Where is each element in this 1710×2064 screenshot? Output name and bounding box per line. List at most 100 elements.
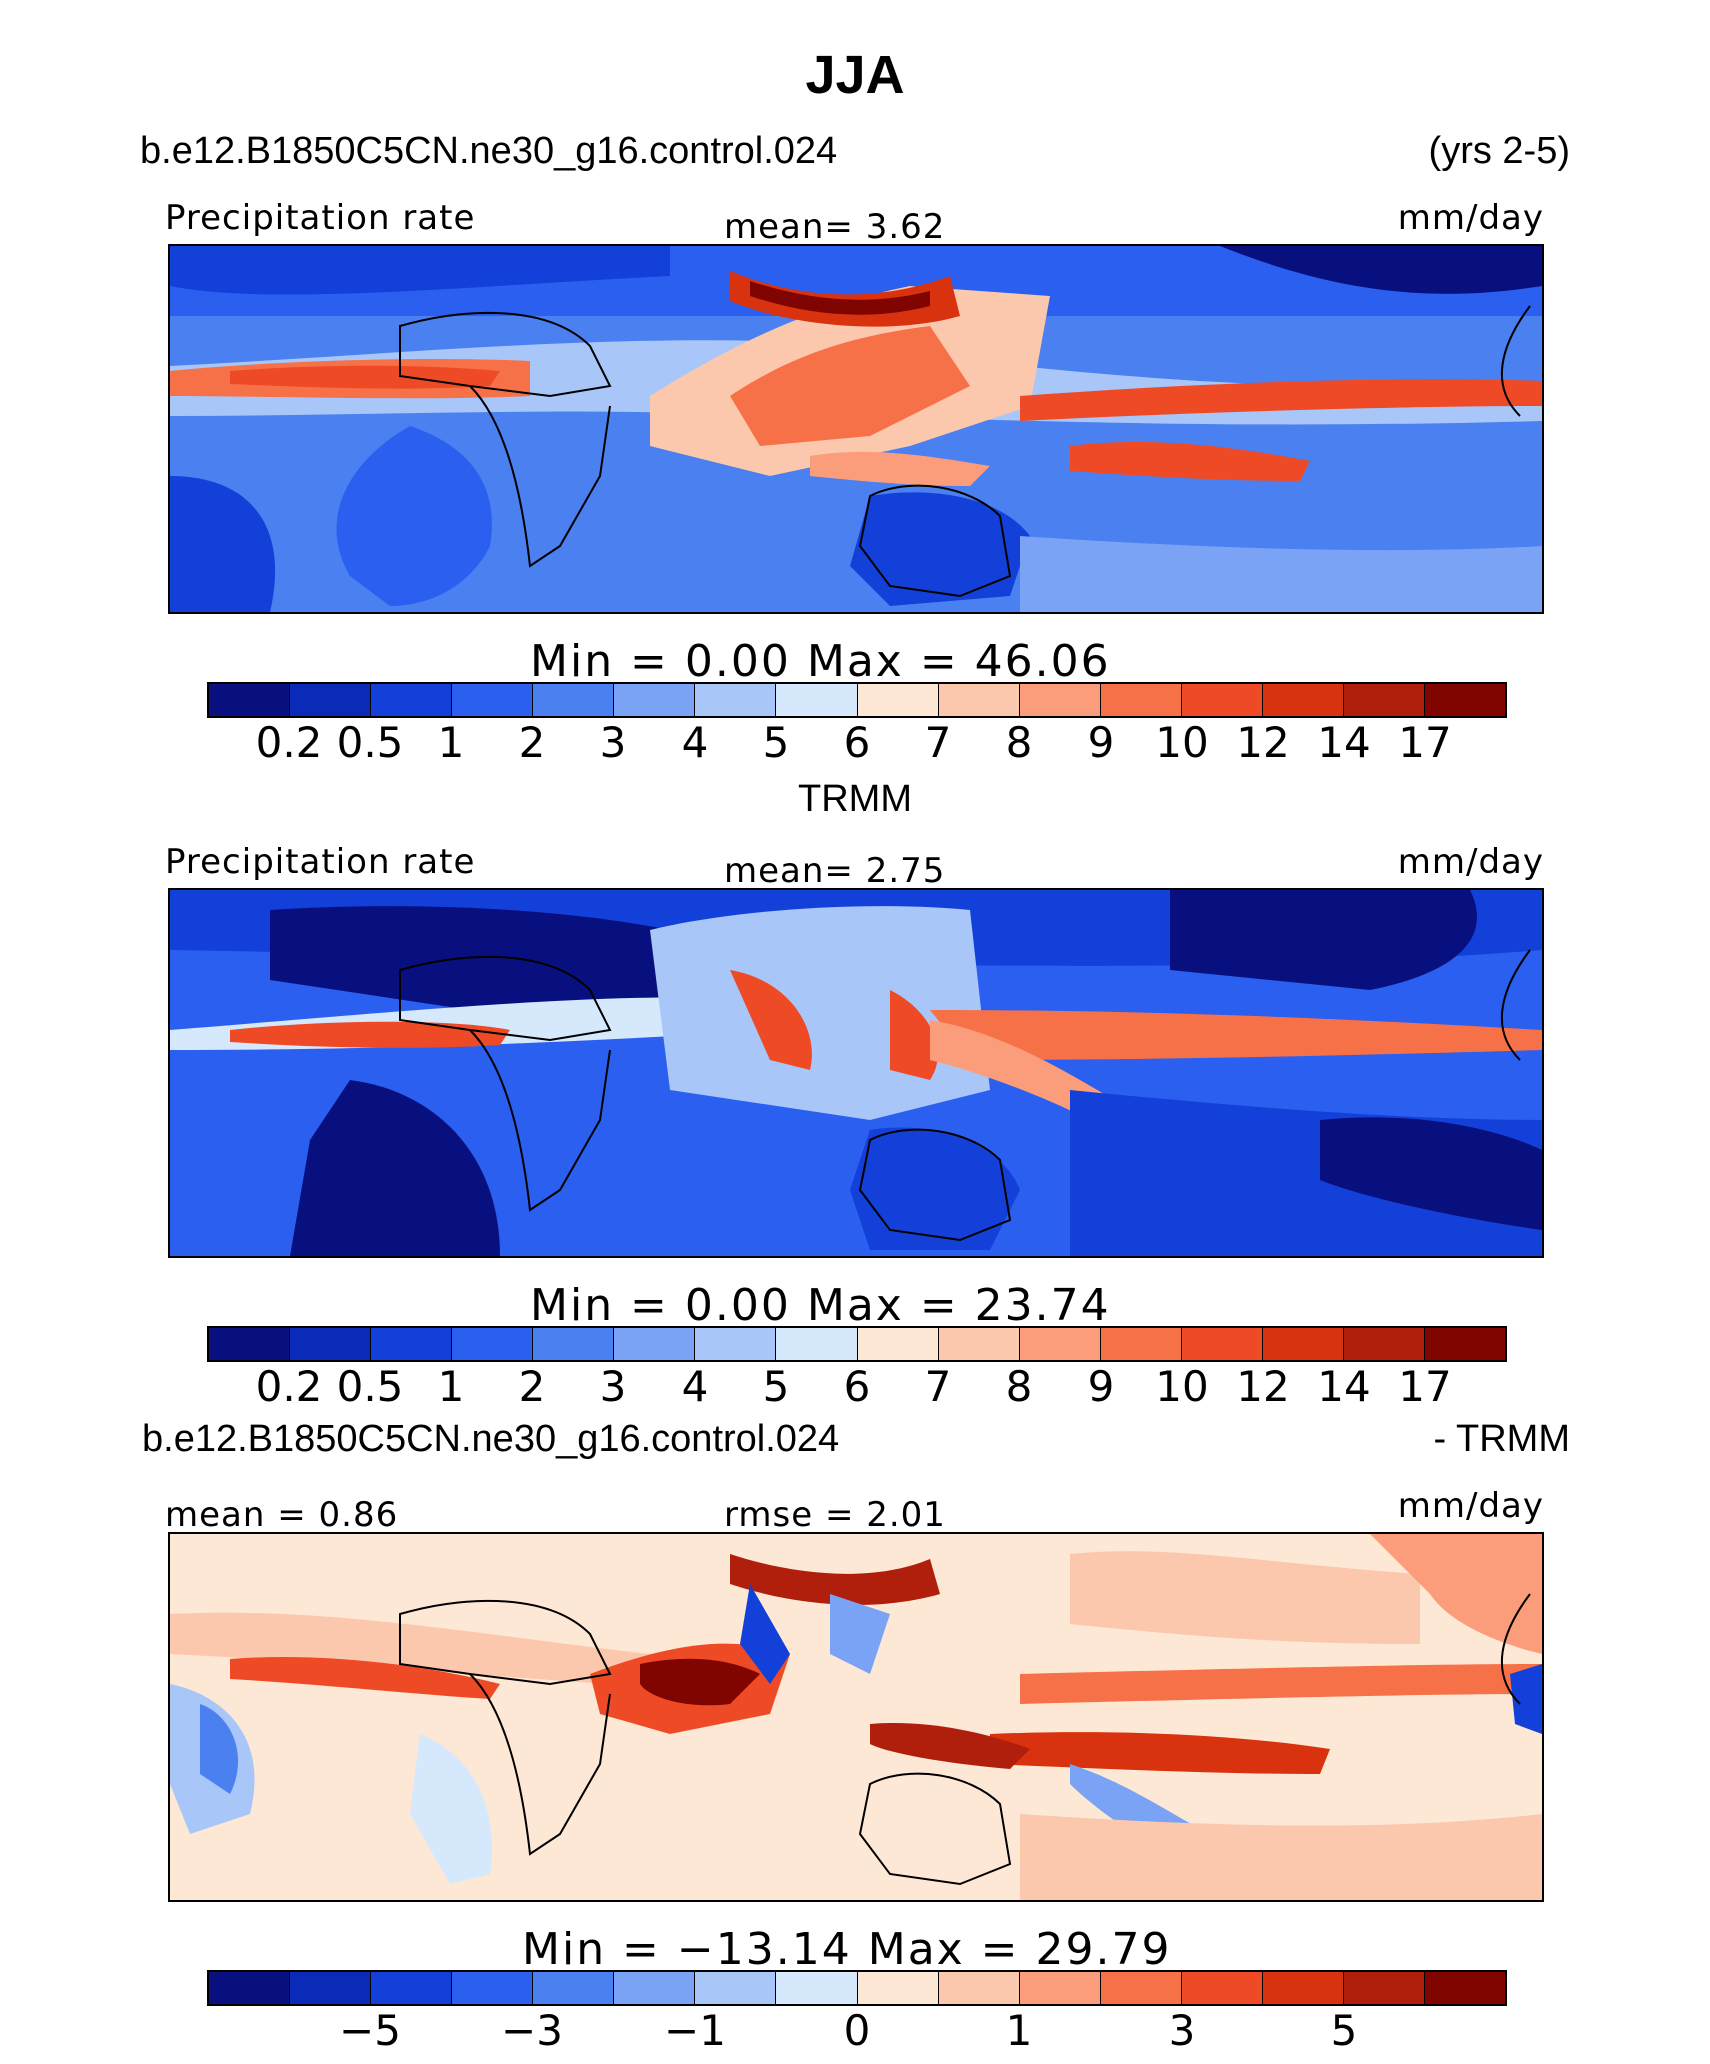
panel1-field <box>170 246 1542 612</box>
colorbar-box <box>1424 684 1505 716</box>
colorbar-tick: 3 <box>599 1362 627 1411</box>
panel1-colorbar <box>207 682 1507 718</box>
colorbar-tick: 1 <box>437 1362 465 1411</box>
panel2-field <box>170 890 1542 1256</box>
colorbar-tick: 0.2 <box>255 718 323 767</box>
panel2-minmax: Min = 0.00 Max = 23.74 <box>530 1280 1111 1331</box>
panel1-variable: Precipitation rate <box>165 198 476 238</box>
colorbar-box <box>209 1972 291 2004</box>
colorbar-tick: 7 <box>924 1362 952 1411</box>
colorbar-box <box>290 1328 372 1360</box>
colorbar-box <box>371 684 453 716</box>
colorbar-box <box>1343 1972 1425 2004</box>
colorbar-tick: 4 <box>681 1362 709 1411</box>
colorbar-box <box>533 1972 615 2004</box>
colorbar-box <box>209 684 291 716</box>
colorbar-tick: 17 <box>1398 1362 1452 1411</box>
colorbar-box <box>614 1328 696 1360</box>
colorbar-box <box>1343 684 1425 716</box>
colorbar-box <box>695 684 777 716</box>
colorbar-box <box>1100 1972 1182 2004</box>
colorbar-tick: −3 <box>501 2006 563 2055</box>
panel1-minmax: Min = 0.00 Max = 46.06 <box>530 636 1111 687</box>
colorbar-box <box>1019 1328 1101 1360</box>
panel2-map <box>168 888 1544 1258</box>
colorbar-box <box>857 1972 939 2004</box>
colorbar-box <box>1424 1972 1505 2004</box>
colorbar-tick: 1 <box>1005 2006 1033 2055</box>
colorbar-tick: 7 <box>924 718 952 767</box>
panel3-field <box>170 1534 1542 1900</box>
colorbar-box <box>452 684 534 716</box>
colorbar-box <box>452 1972 534 2004</box>
colorbar-tick: 6 <box>843 1362 871 1411</box>
colorbar-box <box>1262 684 1344 716</box>
colorbar-box <box>1181 684 1263 716</box>
colorbar-box <box>776 1328 858 1360</box>
panel1-units: mm/day <box>1397 198 1544 238</box>
colorbar-tick: 3 <box>599 718 627 767</box>
panel1-map <box>168 244 1544 614</box>
colorbar-tick: 2 <box>518 1362 546 1411</box>
colorbar-box <box>1181 1972 1263 2004</box>
colorbar-box <box>1181 1328 1263 1360</box>
colorbar-box <box>938 1328 1020 1360</box>
panel2-colorbar <box>207 1326 1507 1362</box>
colorbar-box <box>938 1972 1020 2004</box>
colorbar-tick: 5 <box>1330 2006 1358 2055</box>
colorbar-tick: 9 <box>1087 718 1115 767</box>
colorbar-box <box>857 1328 939 1360</box>
colorbar-tick: 0.2 <box>255 1362 323 1411</box>
panel1-mean: mean= 3.62 <box>724 207 946 247</box>
panel3-title-right: - TRMM <box>1433 1418 1571 1460</box>
colorbar-box <box>1100 1328 1182 1360</box>
colorbar-box <box>290 684 372 716</box>
colorbar-tick: 5 <box>762 1362 790 1411</box>
colorbar-box <box>533 1328 615 1360</box>
colorbar-tick: 10 <box>1155 1362 1209 1411</box>
panel3-map <box>168 1532 1544 1902</box>
colorbar-tick: 0.5 <box>336 718 404 767</box>
colorbar-tick: 12 <box>1236 718 1290 767</box>
colorbar-box <box>452 1328 534 1360</box>
colorbar-box <box>371 1972 453 2004</box>
panel2-variable: Precipitation rate <box>165 842 476 882</box>
colorbar-box <box>1100 684 1182 716</box>
colorbar-box <box>614 684 696 716</box>
colorbar-tick: −1 <box>664 2006 726 2055</box>
colorbar-box <box>1262 1328 1344 1360</box>
panel3-units: mm/day <box>1397 1486 1544 1526</box>
colorbar-box <box>1019 684 1101 716</box>
colorbar-tick: −5 <box>339 2006 401 2055</box>
colorbar-box <box>371 1328 453 1360</box>
plot-title: JJA <box>805 45 905 105</box>
colorbar-tick: 17 <box>1398 718 1452 767</box>
colorbar-tick: 10 <box>1155 718 1209 767</box>
colorbar-box <box>614 1972 696 2004</box>
colorbar-tick: 0 <box>843 2006 871 2055</box>
colorbar-box <box>938 684 1020 716</box>
colorbar-box <box>776 684 858 716</box>
panel2-title: TRMM <box>798 778 912 820</box>
colorbar-tick: 14 <box>1317 718 1371 767</box>
years-label: (yrs 2-5) <box>1428 130 1570 172</box>
colorbar-box <box>290 1972 372 2004</box>
colorbar-box <box>857 684 939 716</box>
colorbar-tick: 14 <box>1317 1362 1371 1411</box>
colorbar-tick: 5 <box>762 718 790 767</box>
colorbar-box <box>209 1328 291 1360</box>
colorbar-box <box>776 1972 858 2004</box>
colorbar-tick: 9 <box>1087 1362 1115 1411</box>
colorbar-tick: 8 <box>1005 1362 1033 1411</box>
panel3-title-left: b.e12.B1850C5CN.ne30_g16.control.024 <box>142 1418 840 1460</box>
colorbar-tick: 12 <box>1236 1362 1290 1411</box>
colorbar-box <box>1343 1328 1425 1360</box>
colorbar-tick: 3 <box>1168 2006 1196 2055</box>
colorbar-tick: 4 <box>681 718 709 767</box>
panel3-minmax: Min = −13.14 Max = 29.79 <box>522 1924 1172 1975</box>
colorbar-tick: 6 <box>843 718 871 767</box>
panel3-mean: mean = 0.86 <box>165 1495 399 1535</box>
panel2-mean: mean= 2.75 <box>724 851 946 891</box>
colorbar-tick: 1 <box>437 718 465 767</box>
panel2-units: mm/day <box>1397 842 1544 882</box>
